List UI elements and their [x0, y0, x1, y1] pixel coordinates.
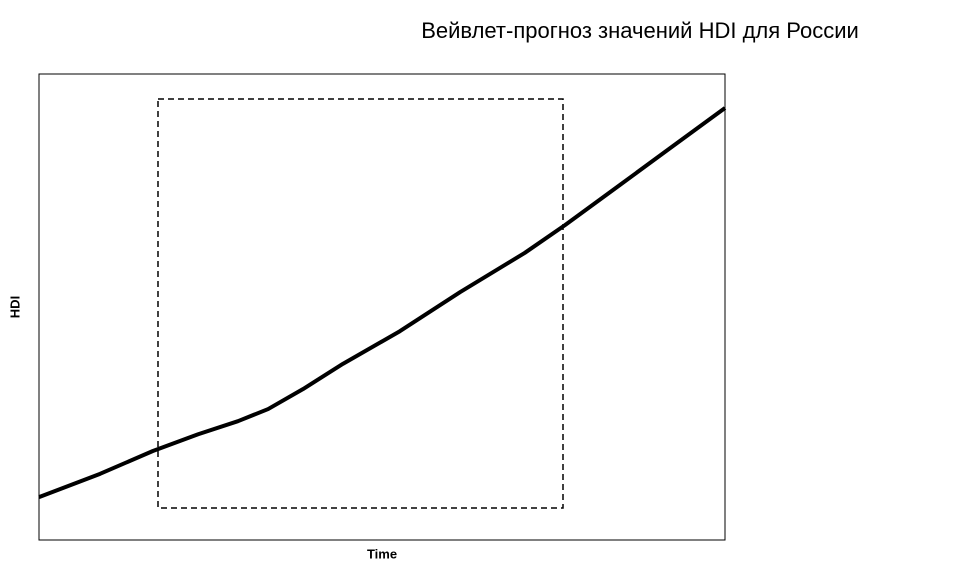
forecast-region [157, 98, 564, 509]
data-line [38, 106, 727, 499]
plot-frame [38, 73, 726, 541]
x-axis-label: Time [367, 546, 397, 561]
y-axis-label: HDI [7, 296, 22, 318]
chart-title: Вейвлет-прогноз значений HDI для России [421, 18, 859, 43]
